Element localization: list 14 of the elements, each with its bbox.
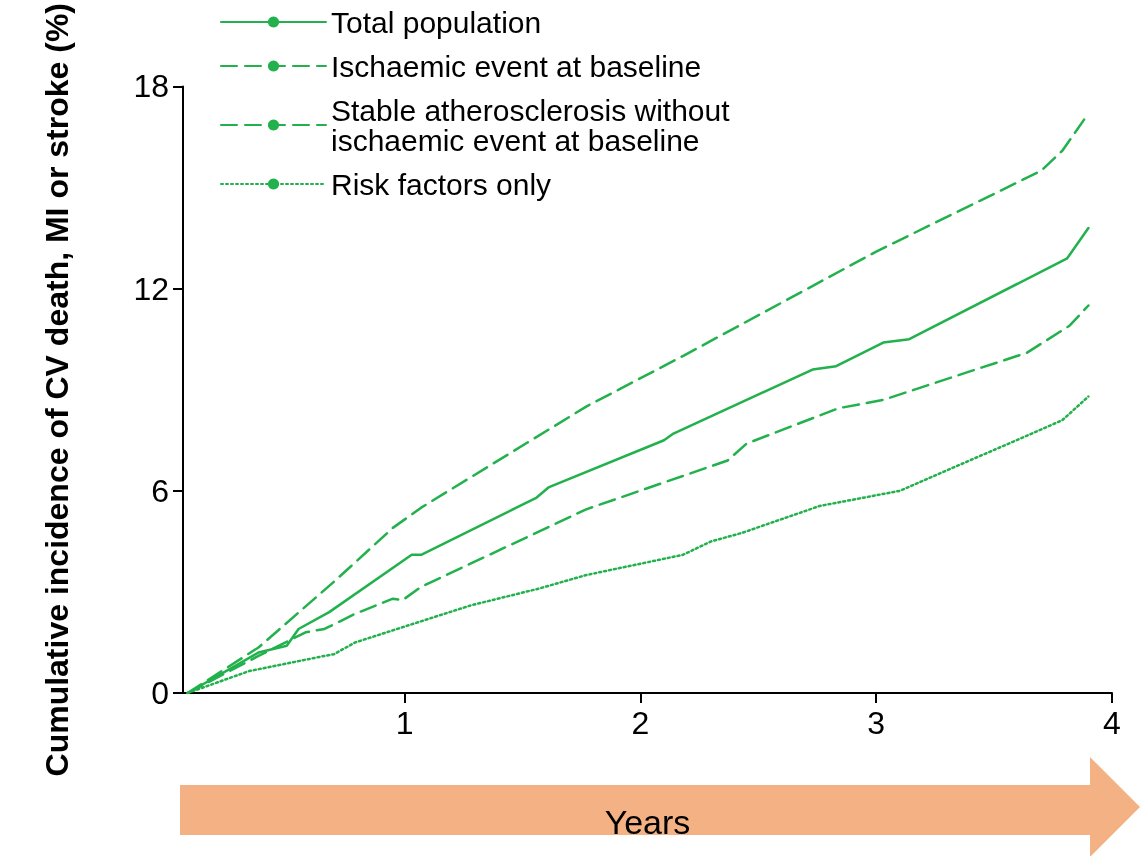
legend-label: Risk factors only	[331, 167, 552, 201]
legend-label: Ischaemic event at baseline	[331, 49, 702, 83]
legend-label: Stable atherosclerosis without ischaemic event at baseline	[331, 93, 738, 157]
x-axis-title: Years	[604, 803, 691, 841]
x-tick-label: 3	[867, 705, 886, 741]
y-tick-label: 6	[151, 472, 169, 509]
x-tick-label: 2	[631, 705, 650, 741]
legend-label: Total population	[331, 5, 542, 39]
x-tick-label: 1	[395, 705, 414, 741]
x-tick-label: 4	[1103, 705, 1121, 741]
y-tick-label: 18	[133, 68, 169, 105]
y-axis-title: Cumulative incidence of CV death, MI or stroke (%)	[39, 3, 75, 777]
y-tick-label: 0	[151, 675, 169, 711]
y-tick-label: 12	[133, 270, 169, 307]
